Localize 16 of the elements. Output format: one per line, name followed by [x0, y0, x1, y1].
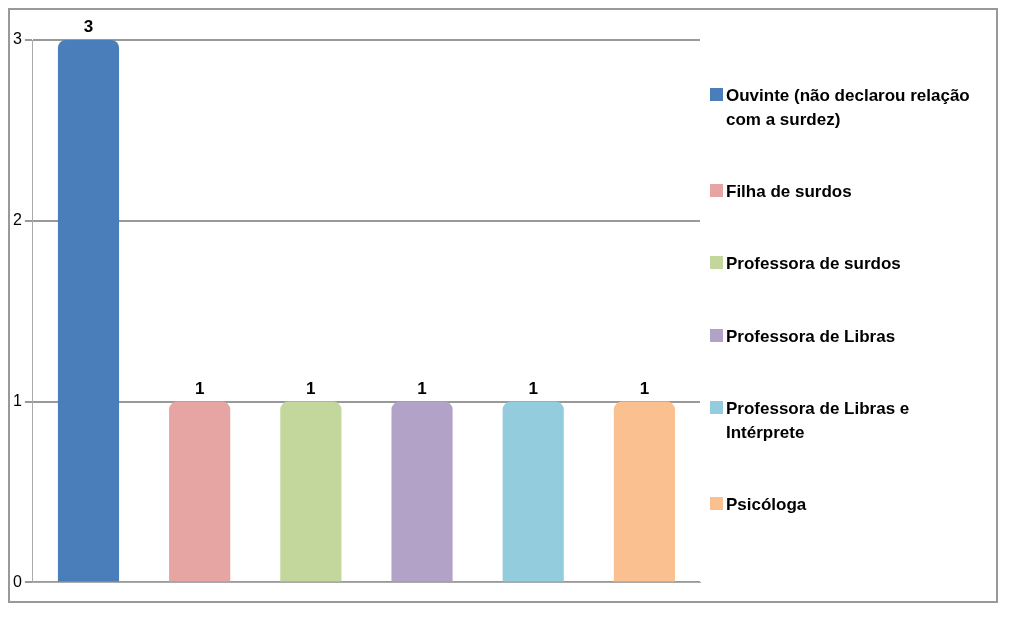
- y-tick-label: 3: [12, 30, 22, 48]
- data-label: 3: [83, 17, 94, 37]
- y-tick-label: 1: [12, 392, 22, 410]
- data-label: 1: [528, 378, 538, 398]
- data-label: 1: [639, 378, 650, 398]
- legend-label: Professora de surdos: [726, 253, 901, 276]
- data-label: 1: [306, 378, 316, 398]
- legend-label: Psicóloga: [726, 493, 807, 516]
- y-tick-label: 2: [12, 211, 22, 229]
- legend-label: Professora de Libras: [726, 325, 896, 348]
- legend-label: Filha de surdos: [726, 181, 852, 204]
- data-label: 1: [417, 378, 427, 398]
- legend-label: Professora de Libras e Intérprete: [726, 397, 911, 444]
- data-label: 1: [194, 378, 205, 398]
- legend-label: Ouvinte (não declarou relação com a surdez): [726, 85, 971, 132]
- y-tick-label: 0: [12, 572, 22, 590]
